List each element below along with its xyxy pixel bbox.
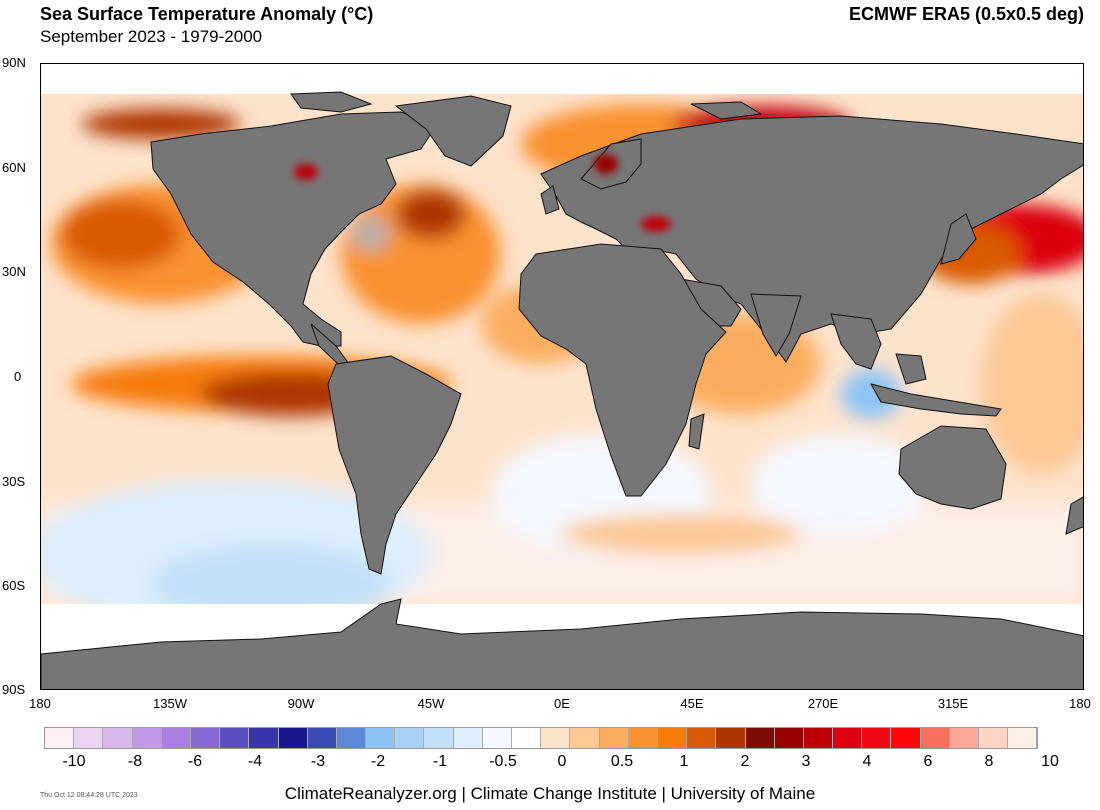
lat-label-60n: 60N bbox=[2, 160, 26, 175]
lon-label-135w: 135W bbox=[153, 696, 187, 711]
colorbar-swatch bbox=[366, 728, 396, 748]
lon-label-90w: 90W bbox=[287, 696, 315, 711]
data-source-label: ECMWF ERA5 (0.5x0.5 deg) bbox=[848, 4, 1084, 24]
colorbar-swatch bbox=[920, 728, 950, 748]
arctic-sea-ice bbox=[41, 64, 1083, 94]
colorbar-label: 4 bbox=[862, 753, 872, 770]
colorbar-label: 8 bbox=[984, 753, 994, 770]
colorbar-swatch bbox=[949, 728, 979, 748]
colorbar-swatch bbox=[1008, 728, 1038, 748]
colorbar-swatch bbox=[628, 728, 658, 748]
colorbar-label: 1 bbox=[679, 753, 689, 770]
colorbar-swatch bbox=[657, 728, 688, 748]
colorbar-swatch bbox=[512, 728, 542, 748]
lon-label-45e: 45E bbox=[680, 696, 704, 711]
colorbar-swatch bbox=[424, 728, 454, 748]
colorbar-label: -1 bbox=[432, 753, 448, 770]
colorbar-swatch bbox=[979, 728, 1009, 748]
colorbar-label: 10 bbox=[1041, 753, 1059, 770]
colorbar-label: -10 bbox=[62, 753, 86, 770]
colorbar-swatch bbox=[103, 728, 133, 748]
map-title: Sea Surface Temperature Anomaly (°C) bbox=[40, 4, 374, 24]
colorbar-swatch bbox=[687, 728, 717, 748]
colorbar-swatch bbox=[891, 728, 921, 748]
colorbar-swatch bbox=[716, 728, 746, 748]
colorbar-swatch bbox=[190, 728, 221, 748]
land-masses bbox=[41, 91, 1083, 689]
colorbar-label: 2 bbox=[740, 753, 750, 770]
colorbar-swatch bbox=[862, 728, 892, 748]
colorbar-label: 0.5 bbox=[610, 753, 634, 770]
colorbar-swatch bbox=[336, 728, 367, 748]
footer-credit: ClimateReanalyzer.org | Climate Change I… bbox=[284, 784, 816, 803]
lon-label-180w: 180 bbox=[29, 696, 51, 711]
colorbar-swatch bbox=[599, 728, 629, 748]
colorbar-swatch bbox=[803, 728, 834, 748]
colorbar-swatch bbox=[161, 728, 191, 748]
colorbar-swatch bbox=[570, 728, 600, 748]
colorbar-label: -4 bbox=[247, 753, 263, 770]
colorbar-label: 3 bbox=[801, 753, 811, 770]
lon-label-270e: 270E bbox=[807, 696, 839, 711]
colorbar-swatch bbox=[74, 728, 104, 748]
colorbar-swatch bbox=[774, 728, 804, 748]
colorbar-label: -8 bbox=[127, 753, 143, 770]
colorbar-swatch bbox=[278, 728, 308, 748]
colorbar-label: -6 bbox=[187, 753, 203, 770]
lon-label-180e: 180 bbox=[1069, 696, 1091, 711]
generated-timestamp: Thu Oct 12 08:44:28 UTC 2023 bbox=[40, 792, 138, 799]
lat-label-30n: 30N bbox=[2, 264, 26, 279]
colorbar-label: -2 bbox=[370, 753, 386, 770]
colorbar-swatch bbox=[453, 728, 483, 748]
inland-sea-anomalies bbox=[294, 154, 671, 232]
colorbar-swatch bbox=[482, 728, 512, 748]
colorbar-swatch bbox=[307, 728, 337, 748]
colorbar-label: -3 bbox=[310, 753, 326, 770]
colorbar-swatch bbox=[833, 728, 863, 748]
lat-label-30s: 30S bbox=[2, 474, 26, 489]
colorbar-label: 0 bbox=[557, 753, 567, 770]
colorbar-label: 6 bbox=[923, 753, 933, 770]
colorbar-swatch bbox=[249, 728, 279, 748]
lat-label-90s: 90S bbox=[2, 682, 26, 697]
colorbar-swatch bbox=[220, 728, 250, 748]
colorbar bbox=[44, 727, 1039, 749]
lon-label-45w: 45W bbox=[417, 696, 445, 711]
lat-label-90n: 90N bbox=[2, 55, 26, 70]
colorbar-swatch bbox=[745, 728, 775, 748]
lon-label-0e: 0E bbox=[554, 696, 570, 711]
lat-label-equator: 0 bbox=[14, 369, 22, 384]
colorbar-swatch bbox=[45, 728, 75, 748]
colorbar-swatch bbox=[541, 728, 571, 748]
colorbar-swatch bbox=[132, 728, 162, 748]
colorbar-swatch bbox=[395, 728, 425, 748]
colorbar-label: -0.5 bbox=[489, 753, 517, 770]
lat-label-60s: 60S bbox=[2, 578, 26, 593]
sst-anomaly-map bbox=[40, 63, 1084, 690]
lon-label-315e: 315E bbox=[937, 696, 969, 711]
map-subtitle: September 2023 - 1979-2000 bbox=[40, 27, 263, 46]
